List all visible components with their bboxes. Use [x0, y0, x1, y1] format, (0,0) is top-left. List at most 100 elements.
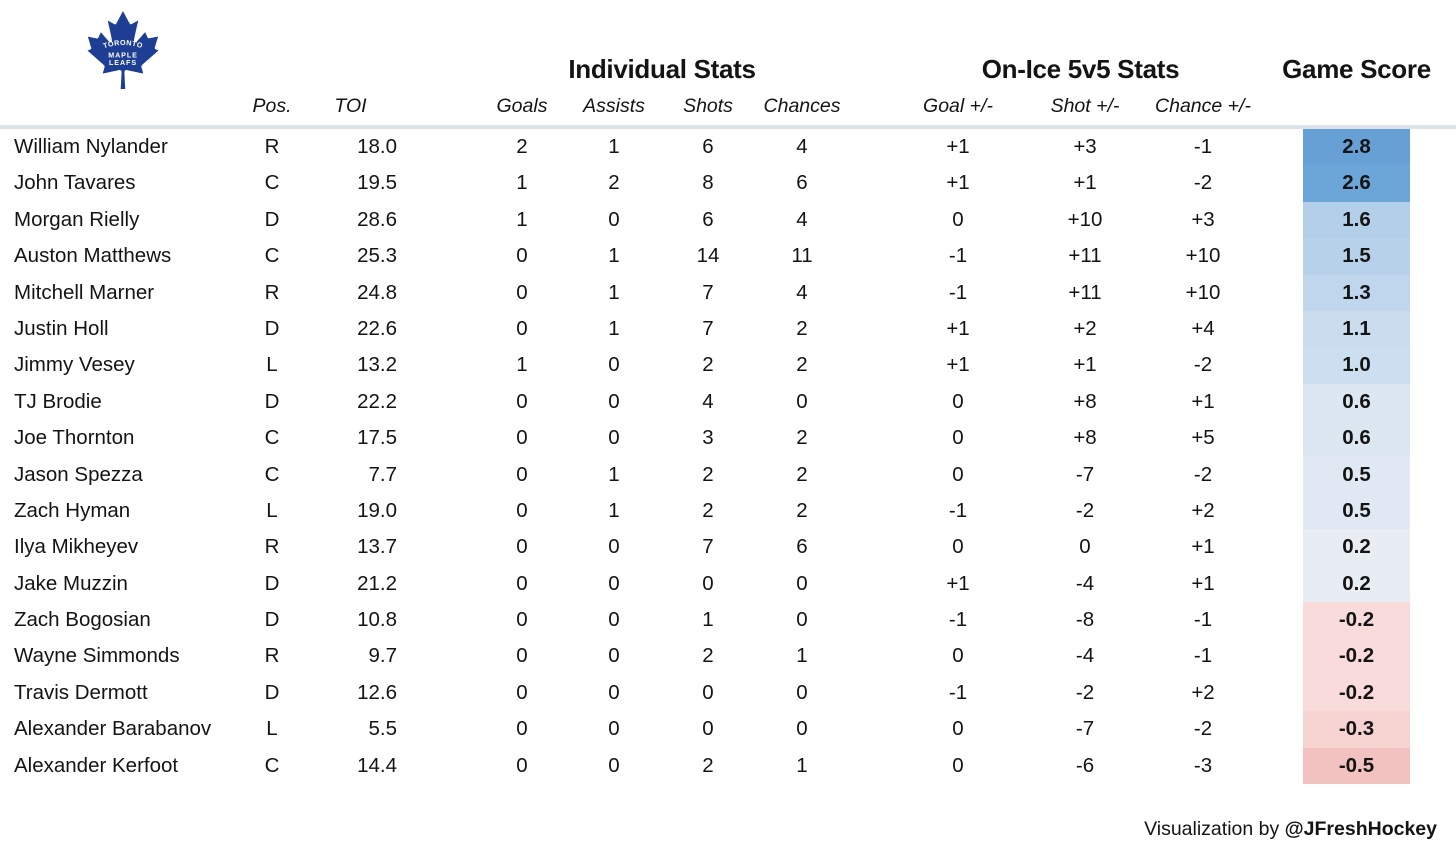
assists: 2 [608, 171, 620, 195]
table-row: Morgan Rielly D 28.6 1 0 6 4 0 +10 +3 1.6 [0, 201, 1456, 239]
chance-plus-minus: +1 [1191, 571, 1215, 595]
game-score: -0.2 [1303, 638, 1410, 675]
table-row: John Tavares C 19.5 1 2 8 6 +1 +1 -2 2.6 [0, 165, 1456, 202]
table-row: TJ Brodie D 22.2 0 0 4 0 0 +8 +1 0.6 [0, 383, 1456, 421]
group-header-on-ice-stats: On-Ice 5v5 Stats [981, 54, 1180, 84]
credit-handle: @JFreshHockey [1284, 818, 1437, 840]
player-name: Mitchell Marner [14, 280, 155, 304]
table-row: Jason Spezza C 7.7 0 1 2 2 0 -7 -2 0.5 [0, 456, 1456, 493]
assists: 0 [608, 571, 620, 595]
toi: 25.3 [357, 244, 397, 268]
position: L [266, 353, 278, 377]
column-header-goals: Goals [496, 95, 548, 117]
chance-plus-minus: +10 [1185, 280, 1221, 304]
game-score: 0.2 [1303, 529, 1410, 566]
assists: 0 [608, 680, 620, 704]
chance-plus-minus: +2 [1191, 680, 1215, 704]
shots: 0 [702, 717, 714, 741]
goal-plus-minus: 0 [952, 717, 964, 741]
goals: 0 [516, 753, 528, 777]
game-score: 1.1 [1303, 310, 1410, 348]
toi: 7.7 [368, 462, 398, 486]
position: C [264, 426, 280, 450]
assists: 0 [608, 608, 620, 632]
table-row: Jake Muzzin D 21.2 0 0 0 0 +1 -4 +1 0.2 [0, 565, 1456, 603]
player-name: Jake Muzzin [14, 571, 128, 595]
assists: 0 [608, 717, 620, 741]
chance-plus-minus: -1 [1193, 135, 1213, 158]
shot-plus-minus: -6 [1075, 753, 1095, 777]
shot-plus-minus: -7 [1075, 717, 1095, 741]
column-header-toi: TOI [334, 95, 367, 117]
shots: 6 [702, 135, 714, 158]
shot-plus-minus: -4 [1075, 571, 1095, 595]
goal-plus-minus: +1 [946, 316, 970, 340]
position: D [264, 571, 280, 595]
goal-plus-minus: +1 [946, 171, 970, 195]
chance-plus-minus: -1 [1193, 644, 1213, 668]
shots: 2 [702, 753, 714, 777]
goal-plus-minus: +1 [946, 571, 970, 595]
table-row: Joe Thornton C 17.5 0 0 3 2 0 +8 +5 0.6 [0, 420, 1456, 457]
column-header-chances: Chances [763, 95, 841, 117]
goals: 0 [516, 535, 528, 559]
group-header-individual-stats: Individual Stats [568, 54, 756, 84]
chances: 4 [796, 207, 808, 231]
player-name: TJ Brodie [14, 389, 102, 413]
shots: 2 [702, 462, 714, 486]
goal-plus-minus: 0 [952, 644, 964, 668]
toi: 14.4 [357, 753, 397, 777]
toi: 9.7 [368, 644, 398, 668]
assists: 0 [608, 207, 620, 231]
position: D [264, 207, 280, 231]
player-name: Justin Holl [14, 316, 109, 340]
goal-plus-minus: -1 [948, 608, 968, 632]
shot-plus-minus: +10 [1067, 207, 1103, 231]
table-row: Zach Hyman L 19.0 0 1 2 2 -1 -2 +2 0.5 [0, 492, 1456, 530]
column-header-pos: Pos. [252, 95, 292, 117]
game-score: 1.3 [1303, 274, 1410, 311]
shots: 0 [702, 680, 714, 704]
shot-plus-minus: -4 [1075, 644, 1095, 668]
assists: 1 [608, 244, 620, 268]
chance-plus-minus: +3 [1191, 207, 1215, 231]
chances: 0 [796, 608, 808, 632]
column-header-row: Pos. TOI Goals Assists Shots Chances Goa… [0, 88, 1456, 120]
goals: 0 [516, 316, 528, 340]
shots: 8 [702, 171, 714, 195]
toi: 24.8 [357, 280, 397, 304]
toi: 5.5 [368, 717, 398, 741]
shots: 7 [702, 316, 714, 340]
shot-plus-minus: +8 [1073, 426, 1097, 450]
column-header-goal-plus-minus: Goal +/- [923, 95, 993, 117]
position: L [266, 498, 278, 522]
toi: 19.5 [357, 171, 397, 195]
position: C [264, 753, 280, 777]
chances: 11 [791, 244, 813, 268]
shot-plus-minus: +11 [1068, 280, 1102, 304]
goals: 0 [516, 426, 528, 450]
shot-plus-minus: -7 [1075, 462, 1095, 486]
position: C [264, 462, 280, 486]
assists: 0 [608, 535, 620, 559]
goals: 0 [516, 462, 528, 486]
goals: 2 [516, 135, 528, 158]
logo-text-maple: MAPLE [108, 51, 138, 59]
toi: 28.6 [357, 207, 397, 231]
table-row: Mitchell Marner R 24.8 0 1 7 4 -1 +11 +10 1.3 [0, 274, 1456, 311]
position: D [264, 389, 280, 413]
shots: 4 [702, 389, 714, 413]
table-row: Zach Bogosian D 10.8 0 0 1 0 -1 -8 -1 -0.2 [0, 602, 1456, 639]
player-name: Zach Hyman [14, 498, 131, 522]
position: R [264, 644, 280, 668]
toi: 22.6 [357, 316, 397, 340]
game-score: -0.2 [1303, 602, 1410, 639]
chances: 2 [796, 353, 808, 377]
chances: 2 [796, 498, 808, 522]
table-header: TORONTO MAPLE LEAFS Individual Stats On-… [0, 0, 1456, 129]
assists: 1 [608, 316, 620, 340]
toi: 12.6 [357, 680, 397, 704]
column-header-chance-plus-minus: Chance +/- [1155, 95, 1251, 117]
chances: 6 [796, 535, 808, 559]
visualization-credit: Visualization by @JFreshHockey [1144, 818, 1437, 841]
